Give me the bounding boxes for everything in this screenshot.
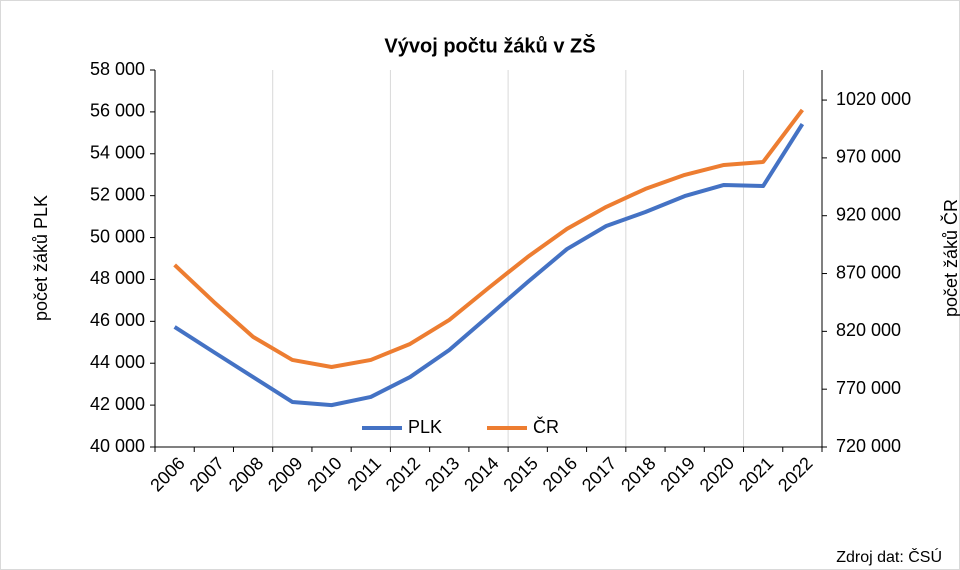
y-tick-label: 52 000 xyxy=(90,184,145,204)
legend-label: PLK xyxy=(408,417,442,437)
line-series xyxy=(173,108,804,369)
y2-tick-label: 1020 000 xyxy=(836,89,911,109)
y2-tick-label: 870 000 xyxy=(836,262,901,282)
y2-axis-label: počet žáků ČR xyxy=(940,199,960,317)
source: Zdroj dat: ČSÚ xyxy=(836,547,942,566)
y-tick-label: 58 000 xyxy=(90,59,145,79)
y2-tick-label: 970 000 xyxy=(836,147,901,167)
y2-tick-label: 820 000 xyxy=(836,320,901,340)
y-tick-label: 40 000 xyxy=(90,436,145,456)
y2-tick-label: 920 000 xyxy=(836,204,901,224)
y-tick-label: 54 000 xyxy=(90,143,145,163)
y-tick-label: 42 000 xyxy=(90,394,145,414)
legend-label: ČR xyxy=(533,416,559,437)
y-tick-label: 46 000 xyxy=(90,310,145,330)
y2-tick-label: 770 000 xyxy=(836,378,901,398)
y2-tick-label: 720 000 xyxy=(836,436,901,456)
y-tick-label: 50 000 xyxy=(90,226,145,246)
y-tick-label: 44 000 xyxy=(90,352,145,372)
y-axis-label: počet žáků PLK xyxy=(31,195,51,321)
y-tick-label: 48 000 xyxy=(90,268,145,288)
chart-title: Vývoj počtu žáků v ZŠ xyxy=(384,33,595,57)
y-tick-label: 56 000 xyxy=(90,101,145,121)
line-series xyxy=(173,122,805,408)
